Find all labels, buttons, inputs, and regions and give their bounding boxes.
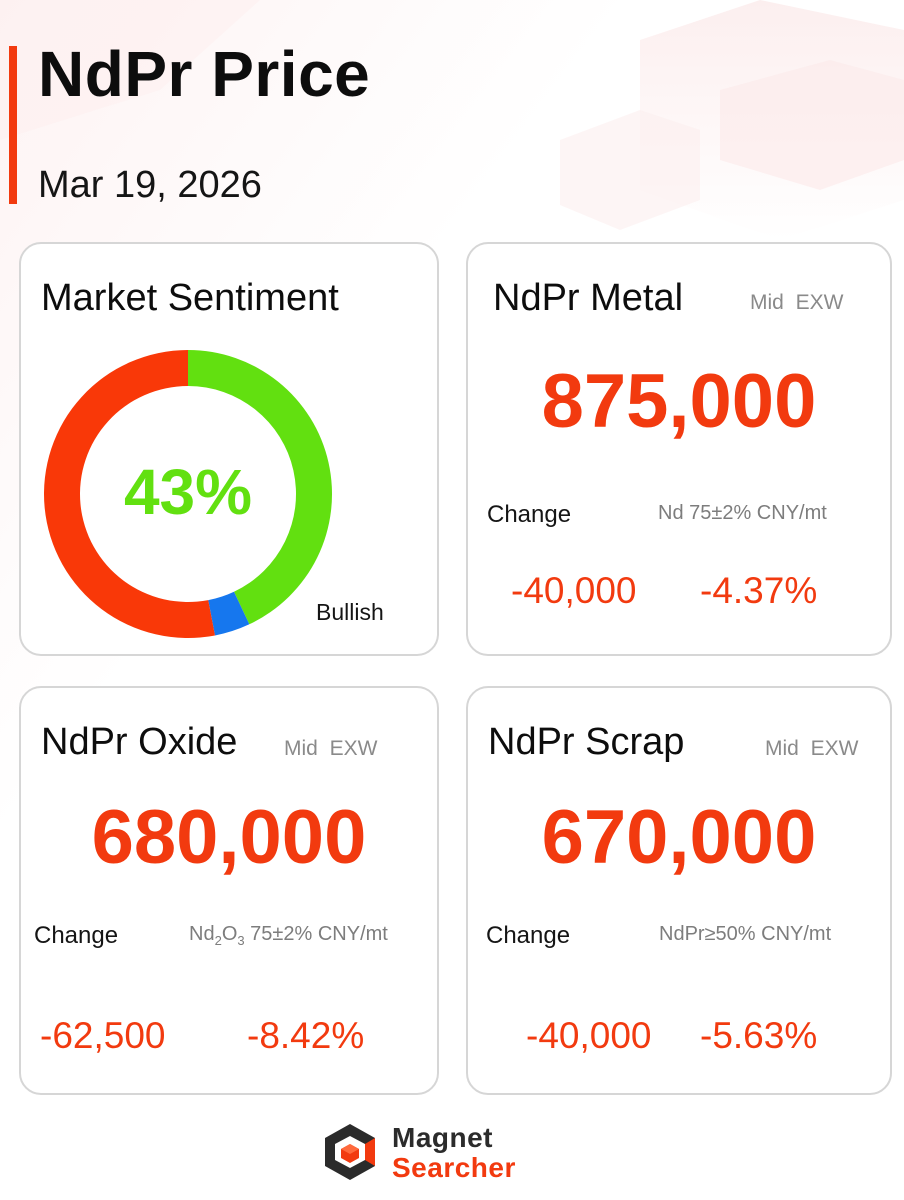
scrap-unit: NdPr≥50% CNY/mt	[659, 923, 832, 945]
metal-card-title: NdPr Metal	[493, 277, 684, 319]
scrap-card-spec: Mid EXW	[765, 737, 859, 760]
oxide-card-title: NdPr Oxide	[41, 721, 238, 763]
oxide-unit-sub2: 3	[237, 933, 245, 948]
oxide-unit: Nd2O3 75±2% CNY/mt	[189, 924, 388, 947]
metal-change-pct: -4.37%	[700, 570, 818, 611]
magnet-searcher-logo-icon	[325, 1124, 375, 1180]
oxide-unit-suffix: 75±2% CNY/mt	[244, 923, 388, 945]
oxide-card-spec: Mid EXW	[284, 737, 378, 760]
oxide-unit-o: O	[221, 923, 238, 945]
scrap-card-title: NdPr Scrap	[488, 721, 685, 763]
metal-change-label: Change	[487, 501, 572, 528]
header-accent-bar	[9, 46, 17, 204]
oxide-change-label: Change	[34, 922, 119, 949]
scrap-change-pct: -5.63%	[700, 1015, 818, 1056]
sentiment-donut-chart	[44, 350, 332, 638]
bullish-label: Bullish	[316, 599, 384, 625]
metal-price: 875,000	[541, 359, 817, 444]
oxide-change-pct: -8.42%	[247, 1015, 365, 1056]
brand-name-line1: Magnet	[392, 1122, 493, 1153]
oxide-unit-sub1: 2	[214, 933, 222, 948]
scrap-card: NdPr Scrap Mid EXW 670,000 Change NdPr≥5…	[466, 686, 892, 1095]
oxide-price: 680,000	[91, 795, 367, 880]
donut-segment-0	[188, 350, 332, 625]
page-title: NdPr Price	[38, 38, 371, 110]
scrap-change-abs: -40,000	[526, 1015, 652, 1056]
page-date: Mar 19, 2026	[38, 164, 262, 206]
sentiment-percent: 43%	[123, 456, 253, 528]
oxide-change-abs: -62,500	[40, 1015, 166, 1056]
metal-unit: Nd 75±2% CNY/mt	[658, 502, 827, 524]
donut-segment-2	[44, 350, 215, 638]
oxide-card: NdPr Oxide Mid EXW 680,000 Change Nd2O3 …	[19, 686, 439, 1095]
sentiment-card-title: Market Sentiment	[41, 277, 339, 319]
scrap-change-label: Change	[486, 922, 571, 949]
metal-card: NdPr Metal Mid EXW 875,000 Change Nd 75±…	[466, 242, 892, 656]
donut-segment-1	[208, 591, 250, 636]
metal-change-abs: -40,000	[511, 570, 637, 611]
scrap-price: 670,000	[541, 795, 817, 880]
oxide-unit-nd: Nd	[189, 923, 215, 945]
brand-name-line2: Searcher	[392, 1152, 516, 1183]
metal-card-spec: Mid EXW	[750, 291, 844, 314]
